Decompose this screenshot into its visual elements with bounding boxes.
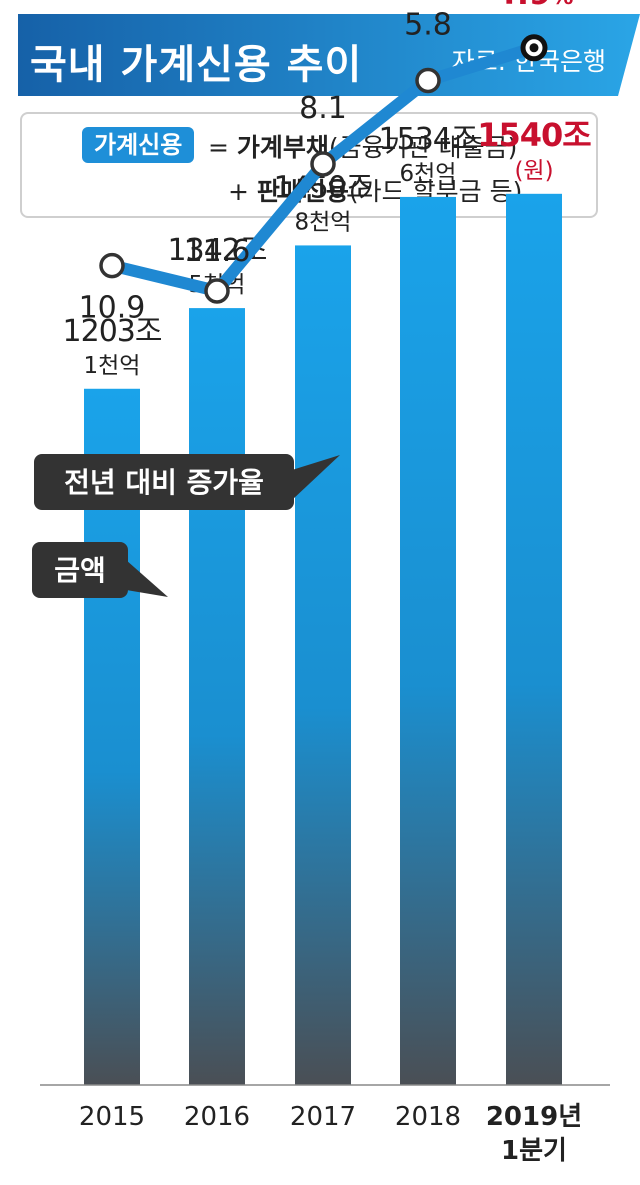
x-axis-labels: 2015 2016 2017 2018 2019년 1분기 bbox=[79, 1102, 582, 1166]
bar-value-label: 1534조 bbox=[379, 122, 478, 157]
line-point bbox=[310, 151, 336, 177]
amount-bubble: 금액 bbox=[32, 542, 168, 598]
line-value-label: 11.6 bbox=[184, 234, 251, 269]
line-point-center bbox=[529, 43, 539, 53]
line-value-label: 5.8 bbox=[404, 7, 452, 42]
line-value-label: 4.9% bbox=[495, 0, 574, 12]
plus-sign: + bbox=[228, 177, 249, 206]
x-tick-label: 1분기 bbox=[501, 1136, 567, 1166]
line-value-label: 8.1 bbox=[299, 91, 347, 126]
bar-value-sublabel: 1천억 bbox=[84, 353, 141, 379]
header-background bbox=[18, 14, 640, 96]
bar-2017 bbox=[295, 245, 351, 1085]
line-value-label: 10.9 bbox=[79, 291, 146, 326]
bar-2016 bbox=[189, 308, 245, 1086]
growth-line-series: 10.9 11.6 8.1 5.8 4.9% bbox=[79, 0, 574, 326]
line-point bbox=[415, 67, 441, 94]
bar-2018 bbox=[400, 196, 456, 1085]
amount-bubble-label: 금액 bbox=[54, 554, 106, 587]
line-point bbox=[99, 252, 125, 279]
bar-value-label: 1203조 bbox=[63, 314, 162, 349]
bar-2019년 1분기 bbox=[506, 193, 562, 1085]
x-tick-label: 2015 bbox=[79, 1102, 145, 1132]
x-tick-label: 2018 bbox=[395, 1102, 461, 1132]
x-tick-label: 2017 bbox=[290, 1102, 356, 1132]
growth-rate-bubble: 전년 대비 증가율 bbox=[34, 454, 340, 510]
line-point bbox=[204, 278, 230, 304]
x-tick-label: 2016 bbox=[184, 1102, 250, 1132]
equals-sign: = bbox=[208, 133, 229, 162]
bar-value-sublabel: (원) bbox=[514, 158, 553, 184]
bar-value-sublabel: 8천억 bbox=[295, 209, 352, 235]
definition-badge: 가계신용 bbox=[82, 127, 195, 163]
growth-bubble-label: 전년 대비 증가율 bbox=[64, 466, 264, 499]
bar-value-label: 1540조 bbox=[477, 116, 591, 154]
chart-title: 국내 가계신용 추이 bbox=[30, 42, 363, 88]
x-tick-label: 2019년 bbox=[486, 1102, 582, 1132]
bar-value-sublabel: 6천억 bbox=[400, 161, 457, 187]
